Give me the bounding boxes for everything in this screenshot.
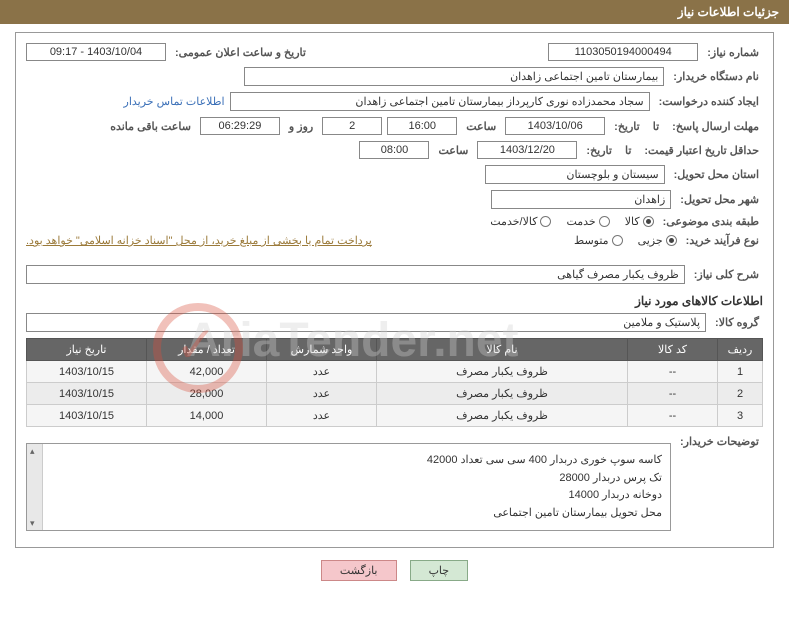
to-word: تا — [649, 120, 663, 133]
table-cell: عدد — [267, 405, 377, 427]
radio-dot-icon — [599, 216, 610, 227]
deadline-label: مهلت ارسال پاسخ: — [668, 120, 763, 133]
table-cell: 28,000 — [147, 383, 267, 405]
radio-medium[interactable]: متوسط — [574, 234, 623, 247]
requester-value: سجاد محمدزاده نوری کارپرداز بیمارستان تا… — [230, 92, 650, 111]
announce-value: 1403/10/04 - 09:17 — [26, 43, 166, 61]
radio-dot-icon — [612, 235, 623, 246]
need-no-value: 1103050194000494 — [548, 43, 698, 61]
table-cell: 1 — [718, 361, 763, 383]
table-header: تاریخ نیاز — [27, 339, 147, 361]
days-remain: 2 — [322, 117, 382, 135]
validity-label: حداقل تاریخ اعتبار قیمت: — [640, 144, 763, 157]
process-radios: جزیی متوسط — [574, 234, 677, 247]
note-line: کاسه سوپ خوری دربدار 400 سی سی تعداد 420… — [55, 452, 662, 470]
radio-service-label: خدمت — [566, 215, 595, 228]
group-value: پلاستیک و ملامین — [26, 313, 706, 332]
time-remain: 06:29:29 — [200, 117, 280, 135]
table-header: کد کالا — [628, 339, 718, 361]
table-cell: عدد — [267, 361, 377, 383]
remain-label: ساعت باقی مانده — [106, 120, 195, 133]
validity-time: 08:00 — [359, 141, 429, 159]
desc-value: ظروف یکبار مصرف گیاهی — [26, 265, 685, 284]
print-button[interactable]: چاپ — [410, 560, 469, 581]
city-label: شهر محل تحویل: — [676, 193, 763, 206]
radio-service[interactable]: خدمت — [566, 215, 609, 228]
table-header: ردیف — [718, 339, 763, 361]
table-cell: 14,000 — [147, 405, 267, 427]
radio-dot-icon — [643, 216, 654, 227]
note-line: دوخانه دربدار 14000 — [55, 487, 662, 505]
buyer-notes-box: کاسه سوپ خوری دربدار 400 سی سی تعداد 420… — [26, 443, 671, 531]
table-row: 2--ظروف یکبار مصرفعدد28,0001403/10/15 — [27, 383, 763, 405]
category-label: طبقه بندی موضوعی: — [659, 215, 763, 228]
table-cell: -- — [628, 383, 718, 405]
table-header: واحد شمارش — [267, 339, 377, 361]
category-radios: کالا خدمت کالا/خدمت — [490, 215, 653, 228]
date-word: تاریخ: — [610, 120, 644, 133]
panel-header: جزئیات اطلاعات نیاز — [0, 0, 789, 24]
date-word-2: تاریخ: — [582, 144, 616, 157]
scrollbar[interactable] — [27, 444, 43, 530]
process-label: نوع فرآیند خرید: — [682, 234, 763, 247]
radio-goods[interactable]: کالا — [625, 215, 654, 228]
table-cell: ظروف یکبار مصرف — [377, 383, 628, 405]
announce-label: تاریخ و ساعت اعلان عمومی: — [171, 46, 310, 59]
table-cell: 42,000 — [147, 361, 267, 383]
table-cell: ظروف یکبار مصرف — [377, 405, 628, 427]
table-header: تعداد / مقدار — [147, 339, 267, 361]
table-cell: عدد — [267, 383, 377, 405]
goods-table: ردیفکد کالانام کالاواحد شمارشتعداد / مقد… — [26, 338, 763, 427]
payment-note: پرداخت تمام یا بخشی از مبلغ خرید، از محل… — [26, 234, 372, 247]
note-line: محل تحویل بیمارستان تامین اجتماعی — [55, 505, 662, 523]
days-word: روز و — [285, 120, 317, 133]
province-label: استان محل تحویل: — [670, 168, 763, 181]
buyer-org-value: بیمارستان تامین اجتماعی زاهدان — [244, 67, 664, 86]
table-cell: ظروف یکبار مصرف — [377, 361, 628, 383]
radio-small[interactable]: جزیی — [638, 234, 677, 247]
radio-dot-icon — [540, 216, 551, 227]
time-word-1: ساعت — [462, 120, 500, 133]
province-value: سیستان و بلوچستان — [485, 165, 665, 184]
time-word-2: ساعت — [434, 144, 472, 157]
need-no-label: شماره نیاز: — [703, 46, 763, 59]
radio-medium-label: متوسط — [574, 234, 609, 247]
table-cell: 2 — [718, 383, 763, 405]
table-cell: 1403/10/15 — [27, 405, 147, 427]
table-cell: -- — [628, 361, 718, 383]
goods-section-title: اطلاعات کالاهای مورد نیاز — [26, 294, 763, 308]
radio-small-label: جزیی — [638, 234, 663, 247]
contact-link[interactable]: اطلاعات تماس خریدار — [124, 95, 225, 108]
radio-goods-label: کالا — [625, 215, 640, 228]
deadline-time: 16:00 — [387, 117, 457, 135]
desc-label: شرح کلی نیاز: — [690, 268, 763, 281]
to-word-2: تا — [621, 144, 635, 157]
details-panel: AriaTender.net شماره نیاز: 1103050194000… — [15, 32, 774, 548]
radio-both-label: کالا/خدمت — [490, 215, 537, 228]
deadline-date: 1403/10/06 — [505, 117, 605, 135]
validity-date: 1403/12/20 — [477, 141, 577, 159]
requester-label: ایجاد کننده درخواست: — [655, 95, 763, 108]
buyer-org-label: نام دستگاه خریدار: — [669, 70, 763, 83]
table-header: نام کالا — [377, 339, 628, 361]
table-cell: 1403/10/15 — [27, 361, 147, 383]
radio-dot-icon — [666, 235, 677, 246]
button-row: چاپ بازگشت — [0, 560, 789, 581]
table-row: 1--ظروف یکبار مصرفعدد42,0001403/10/15 — [27, 361, 763, 383]
radio-both[interactable]: کالا/خدمت — [490, 215, 551, 228]
city-value: زاهدان — [491, 190, 671, 209]
note-line: تک پرس دربدار 28000 — [55, 470, 662, 488]
buyer-notes-label: توضیحات خریدار: — [676, 435, 763, 448]
back-button[interactable]: بازگشت — [321, 560, 397, 581]
group-label: گروه کالا: — [711, 316, 763, 329]
table-cell: 3 — [718, 405, 763, 427]
table-cell: 1403/10/15 — [27, 383, 147, 405]
table-cell: -- — [628, 405, 718, 427]
table-row: 3--ظروف یکبار مصرفعدد14,0001403/10/15 — [27, 405, 763, 427]
